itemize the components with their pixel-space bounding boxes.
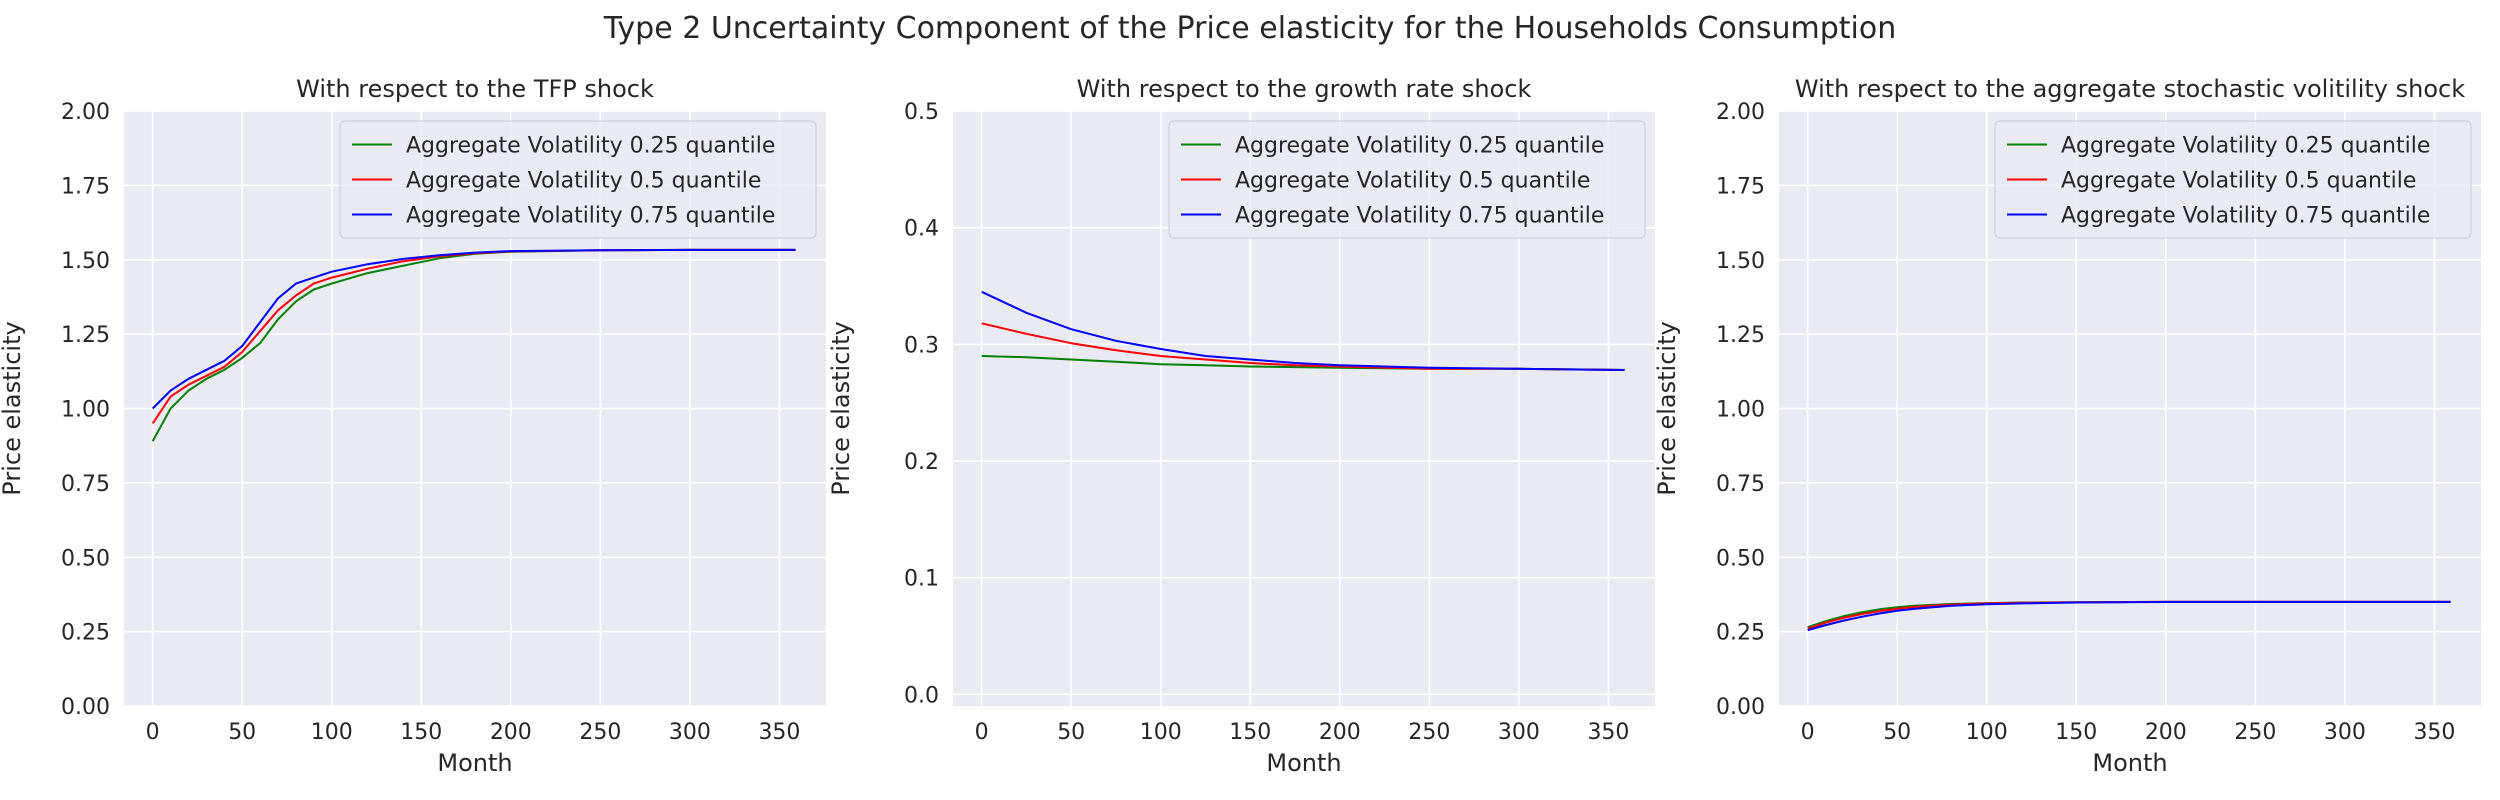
x-tick-label: 350 (1587, 720, 1629, 745)
legend: Aggregate Volatility 0.25 quantile Aggreg… (1168, 120, 1646, 239)
x-tick-label: 0 (146, 720, 160, 745)
x-tick-label: 250 (579, 720, 621, 745)
x-tick-label: 350 (758, 720, 800, 745)
y-tick-label: 0.50 (1716, 546, 1765, 571)
y-tick-label: 1.75 (61, 174, 110, 199)
subplots: 0 50 100 150 200 250 300 3500.000.250.500.751.0… (0, 75, 2481, 777)
x-tick-label: 300 (1498, 720, 1540, 745)
x-axis-label: Month (1266, 749, 1341, 777)
x-tick-label: 100 (311, 720, 353, 745)
x-tick-label: 200 (2145, 720, 2187, 745)
legend-label-2: Aggregate Volatility 0.5 quantile (2061, 169, 2416, 194)
plot-title: With respect to the aggregate stochastic… (1795, 75, 2465, 103)
y-tick-label: 1.50 (1716, 249, 1765, 274)
y-tick-label: 1.50 (61, 249, 110, 274)
x-tick-label: 50 (1057, 720, 1085, 745)
x-tick-label: 0 (1801, 720, 1815, 745)
y-tick-label: 0.4 (904, 217, 939, 242)
x-tick-label: 200 (1319, 720, 1361, 745)
y-tick-label: 0.00 (61, 695, 110, 720)
y-tick-label: 0.25 (61, 621, 110, 646)
x-tick-label: 300 (2324, 720, 2366, 745)
legend-label-1: Aggregate Volatility 0.25 quantile (1235, 134, 1604, 159)
y-tick-label: 2.00 (61, 100, 110, 125)
plot-title: With respect to the growth rate shock (1077, 75, 1532, 103)
y-tick-label: 1.25 (61, 323, 110, 348)
x-tick-label: 250 (1408, 720, 1450, 745)
series-line-3 (151, 248, 796, 410)
x-tick-label: 100 (1140, 720, 1182, 745)
legend-label-2: Aggregate Volatility 0.5 quantile (1235, 169, 1590, 194)
y-tick-label: 0.2 (904, 450, 939, 475)
x-tick-label: 50 (1883, 720, 1911, 745)
legend-label-1: Aggregate Volatility 0.25 quantile (406, 134, 775, 159)
x-tick-label: 100 (1966, 720, 2008, 745)
y-tick-label: 1.25 (1716, 323, 1765, 348)
legend-label-2: Aggregate Volatility 0.5 quantile (406, 169, 761, 194)
y-tick-label: 0.3 (904, 333, 939, 358)
x-tick-label: 150 (2055, 720, 2097, 745)
y-tick-label: 0.75 (1716, 472, 1765, 497)
legend-label-1: Aggregate Volatility 0.25 quantile (2061, 134, 2430, 159)
x-axis-label: Month (2092, 749, 2167, 777)
series-line-3 (1807, 600, 2451, 632)
x-tick-label: 150 (400, 720, 442, 745)
y-tick-label: 0.1 (904, 567, 939, 592)
x-tick-label: 350 (2413, 720, 2455, 745)
x-tick-label: 300 (669, 720, 711, 745)
y-tick-label: 0.25 (1716, 621, 1765, 646)
series-line-3 (981, 290, 1625, 371)
x-tick-label: 150 (1229, 720, 1271, 745)
y-tick-label: 1.00 (1716, 398, 1765, 423)
y-tick-label: 0.00 (1716, 695, 1765, 720)
y-axis-label: Price elasticity (827, 321, 855, 495)
y-tick-label: 0.5 (904, 100, 939, 125)
y-axis-label: Price elasticity (0, 321, 26, 495)
y-axis-label: Price elasticity (1653, 321, 1681, 495)
y-tick-label: 1.75 (1716, 174, 1765, 199)
figure-suptitle: Type 2 Uncertainty Component of the Pric… (603, 11, 1896, 46)
legend-label-3: Aggregate Volatility 0.75 quantile (1235, 204, 1604, 229)
legend-box (1168, 120, 1646, 239)
subplot-1: 0 50 100 150 200 250 300 350 0.00 0.25 0.50 0.75 1.0… (0, 75, 826, 777)
legend-label-3: Aggregate Volatility 0.75 quantile (406, 204, 775, 229)
subplot-3: 0 50 100 150 200 250 300 350 0.00 0.25 0.50 0.75 1.0… (1653, 75, 2481, 777)
y-tick-label: 0.0 (904, 683, 939, 708)
x-axis-label: Month (437, 749, 512, 777)
x-tick-label: 50 (228, 720, 256, 745)
subplot-2: 0 50 100 150 200 250 300 350 0.0 0.1 0.2 0.3 0.4 0.5 W… (827, 75, 1655, 777)
y-tick-label: 2.00 (1716, 100, 1765, 125)
legend: Aggregate Volatility 0.25 quantile Aggreg… (339, 120, 817, 239)
y-tick-label: 0.75 (61, 472, 110, 497)
x-tick-label: 200 (490, 720, 532, 745)
y-tick-label: 0.50 (61, 546, 110, 571)
x-tick-label: 250 (2234, 720, 2276, 745)
legend: Aggregate Volatility 0.25 quantile Aggreg… (1994, 120, 2472, 239)
legend-label-3: Aggregate Volatility 0.75 quantile (2061, 204, 2430, 229)
legend-box (339, 120, 817, 239)
x-tick-label: 0 (975, 720, 989, 745)
plot-title: With respect to the TFP shock (296, 75, 654, 103)
y-tick-label: 1.00 (61, 398, 110, 423)
legend-box (1994, 120, 2472, 239)
